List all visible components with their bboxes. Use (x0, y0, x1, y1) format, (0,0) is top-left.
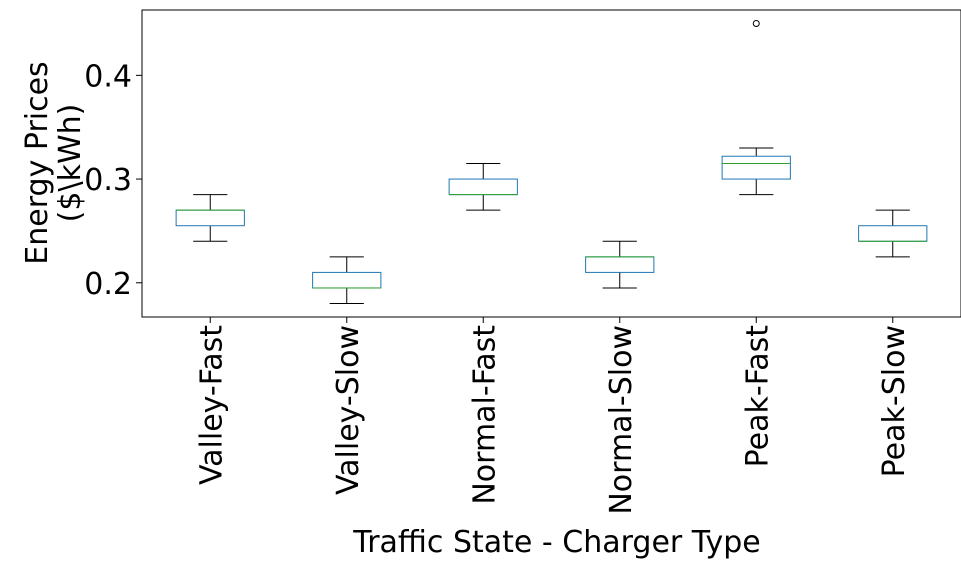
box-group (585, 240, 655, 289)
y-axis: 0.2 0.3 0.4 (84, 59, 142, 302)
x-tick-label: Normal-Slow (604, 325, 639, 515)
y-tick-label: 0.4 (84, 59, 132, 94)
box-iqr (175, 209, 245, 227)
x-tick-label: Valley-Slow (331, 325, 366, 495)
x-axis-title: Traffic State - Charger Type (352, 525, 760, 560)
x-axis: Valley-Fast Valley-Slow Normal-Fast Normal-… (194, 317, 912, 515)
outlier-point (752, 19, 760, 27)
y-axis-title-line-2: ($\kWh) (53, 104, 88, 223)
x-tick-label: Normal-Fast (467, 325, 502, 505)
box-iqr (858, 225, 928, 242)
box-group (858, 209, 928, 258)
box-group (312, 256, 382, 305)
box-iqr (585, 256, 655, 273)
box-group (448, 163, 518, 211)
y-axis-title-line-1: Energy Prices (20, 61, 55, 264)
plot-frame (141, 9, 961, 318)
box-group (721, 19, 791, 196)
x-tick-label: Valley-Fast (194, 325, 229, 485)
y-tick-label: 0.3 (84, 163, 132, 198)
box-group (175, 194, 245, 242)
y-tick-label: 0.2 (84, 267, 132, 302)
plot-area (141, 9, 961, 318)
box-iqr (721, 155, 791, 180)
x-tick-label: Peak-Fast (740, 325, 775, 468)
box-iqr (448, 178, 518, 196)
box-iqr (312, 271, 382, 289)
x-tick-label: Peak-Slow (877, 325, 912, 477)
